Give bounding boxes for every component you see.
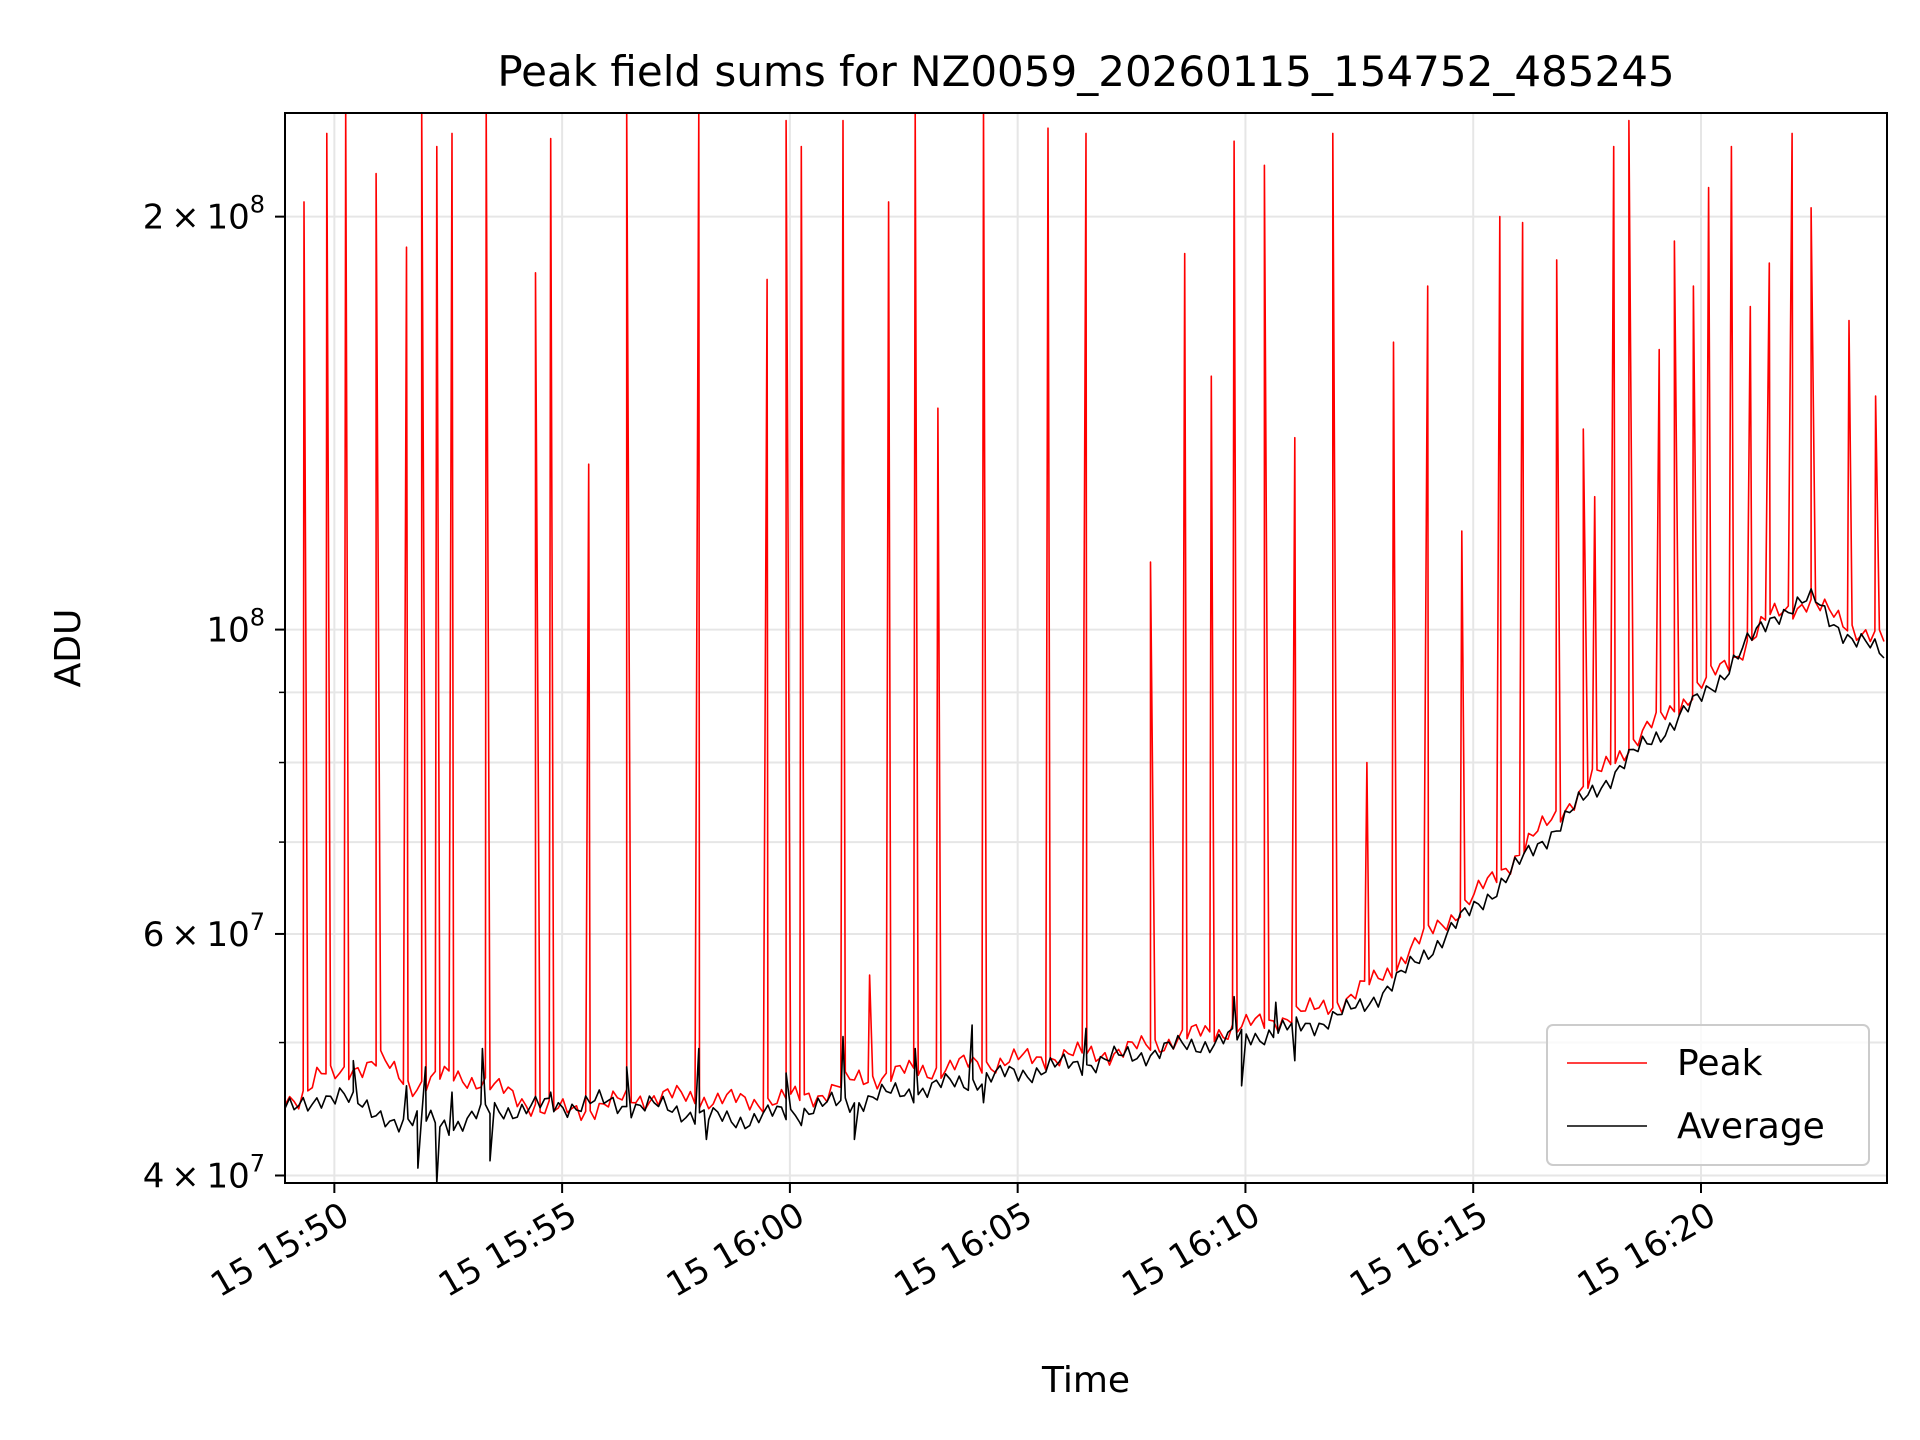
series-line-average	[285, 588, 1885, 1183]
legend: Peak Average	[1546, 1024, 1870, 1166]
series-layer	[285, 113, 1885, 1183]
legend-label: Peak	[1677, 1043, 1763, 1084]
legend-label: Average	[1677, 1106, 1825, 1147]
series-line-peak	[285, 113, 1885, 1122]
y-tick-label: 108	[206, 604, 265, 651]
legend-box	[1546, 1024, 1870, 1166]
y-tick-label: 2 × 108	[143, 191, 265, 238]
y-tick-base: 10	[206, 611, 249, 651]
y-tick-base: 6 × 10	[143, 915, 250, 955]
x-axis-label: Time	[1041, 1360, 1130, 1401]
y-tick-exponent: 7	[250, 1150, 265, 1178]
chart-title: Peak field sums for NZ0059_20260115_1547…	[497, 47, 1674, 96]
y-tick-base: 2 × 10	[143, 198, 250, 238]
plot-frame	[284, 112, 1888, 1184]
y-tick-exponent: 8	[250, 604, 265, 632]
y-tick-label: 6 × 107	[143, 908, 265, 955]
y-axis-label: ADU	[48, 609, 89, 688]
y-tick-base: 4 × 10	[143, 1157, 250, 1197]
y-tick-exponent: 8	[250, 191, 265, 219]
y-tick-exponent: 7	[250, 908, 265, 936]
y-tick-label: 4 × 107	[143, 1150, 265, 1197]
